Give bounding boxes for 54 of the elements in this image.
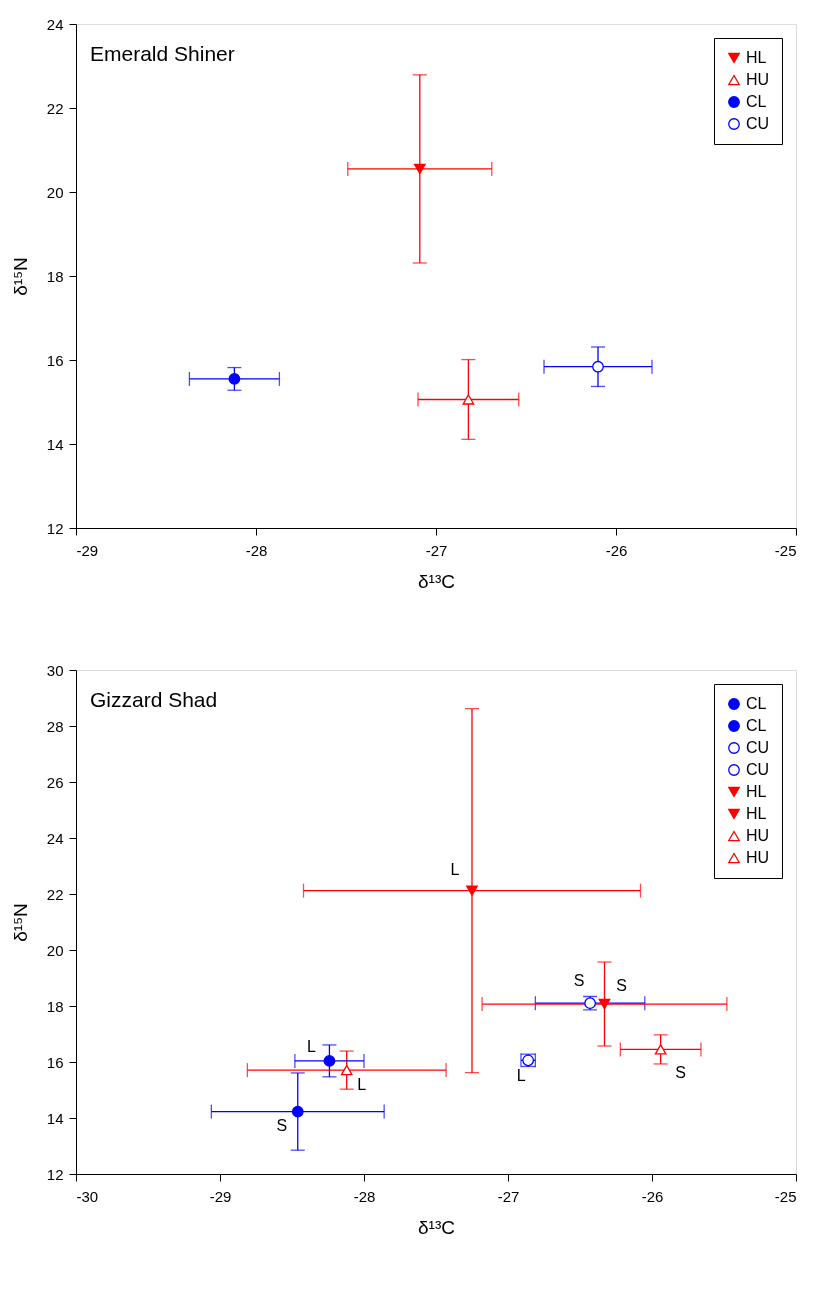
x-axis-title: δ¹³C bbox=[418, 1216, 455, 1238]
y-tick-label: 18 bbox=[46, 267, 64, 285]
y-tick-label: 12 bbox=[46, 519, 64, 537]
legend-label: CU bbox=[746, 739, 770, 756]
y-tick-label: 22 bbox=[46, 885, 64, 903]
x-axis-title: δ¹³C bbox=[418, 570, 455, 592]
x-tick-label: -25 bbox=[774, 1187, 797, 1205]
y-tick-label: 12 bbox=[46, 1165, 64, 1183]
y-tick-label: 14 bbox=[46, 435, 64, 453]
x-tick-label: -26 bbox=[641, 1187, 664, 1205]
annotation: L bbox=[516, 1067, 526, 1085]
legend-label: HL bbox=[746, 805, 767, 822]
y-axis-title: δ¹⁵N bbox=[9, 257, 31, 296]
x-tick-label: -27 bbox=[497, 1187, 520, 1205]
y-tick-label: 16 bbox=[46, 1053, 64, 1071]
legend-label: CU bbox=[746, 115, 770, 132]
y-tick-label: 18 bbox=[46, 997, 64, 1015]
y-tick-label: 20 bbox=[46, 183, 64, 201]
annotation: S bbox=[573, 972, 585, 990]
y-tick-label: 16 bbox=[46, 351, 64, 369]
annotation: L bbox=[450, 860, 460, 878]
legend-label: HU bbox=[746, 71, 770, 88]
x-tick-label: -25 bbox=[774, 541, 797, 559]
y-tick-label: 20 bbox=[46, 941, 64, 959]
x-tick-label: -30 bbox=[76, 1187, 99, 1205]
y-tick-label: 24 bbox=[46, 829, 64, 847]
x-tick-label: -28 bbox=[353, 1187, 376, 1205]
legend-label: HU bbox=[746, 849, 770, 866]
y-tick-label: 14 bbox=[46, 1109, 64, 1127]
annotation: L bbox=[306, 1037, 316, 1055]
legend-label: HU bbox=[746, 827, 770, 844]
x-tick-label: -28 bbox=[245, 541, 268, 559]
x-tick-label: -27 bbox=[425, 541, 448, 559]
text: Emerald Shiner bbox=[90, 42, 235, 65]
annotation: S bbox=[616, 977, 627, 995]
annotation: S bbox=[276, 1116, 288, 1134]
y-tick-label: 26 bbox=[46, 773, 64, 791]
y-axis-title: δ¹⁵N bbox=[9, 903, 31, 942]
y-tick-label: 22 bbox=[46, 99, 64, 117]
x-tick-label: -29 bbox=[209, 1187, 232, 1205]
y-tick-label: 24 bbox=[46, 15, 64, 33]
y-tick-label: 30 bbox=[46, 661, 64, 679]
legend-label: HL bbox=[746, 783, 767, 800]
annotation: L bbox=[357, 1076, 367, 1094]
legend-label: HL bbox=[746, 49, 767, 66]
x-tick-label: -29 bbox=[76, 541, 99, 559]
legend-label: CU bbox=[746, 761, 770, 778]
legend-label: CL bbox=[746, 717, 767, 734]
x-tick-label: -26 bbox=[605, 541, 628, 559]
y-tick-label: 28 bbox=[46, 717, 64, 735]
annotation: S bbox=[675, 1064, 686, 1082]
text: Gizzard Shad bbox=[90, 688, 218, 711]
legend-label: CL bbox=[746, 695, 767, 712]
legend-label: CL bbox=[746, 93, 767, 110]
